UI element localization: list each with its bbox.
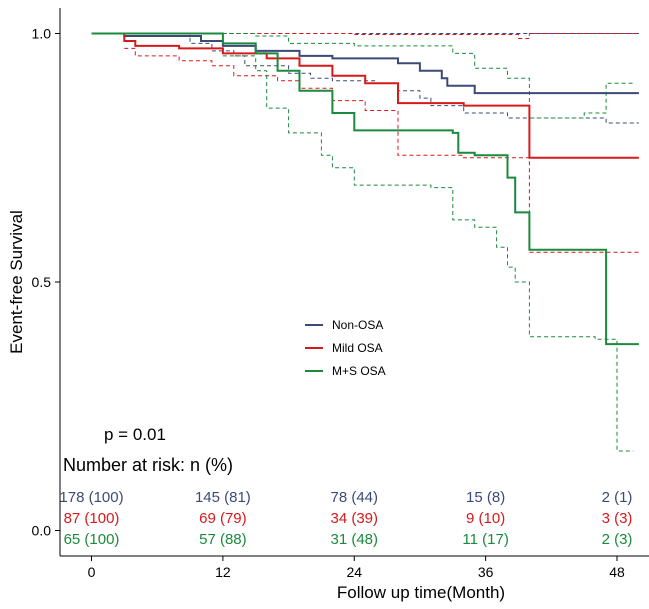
y-axis-label: Event-free Survival — [7, 210, 26, 354]
risk-table: 178 (100) 145 (81) 78 (44) 15 (8) 2 (1) 87 (1… — [59, 489, 632, 548]
x-tick-label: 0 — [88, 564, 96, 580]
mild-osa-legend-label: Mild OSA — [332, 341, 383, 355]
mild-osa-at-risk-value: 3 (3) — [602, 510, 633, 527]
survival-curves — [91, 32, 639, 346]
non-osa-survival-curve — [91, 32, 639, 95]
m-s-osa-at-risk-value: 57 (88) — [199, 531, 247, 548]
x-tick-label: 48 — [609, 564, 625, 580]
legend: Non-OSA Mild OSA M+S OSA — [305, 318, 386, 378]
x-tick-label: 36 — [478, 564, 494, 580]
m-s-osa-at-risk-value: 31 (48) — [330, 531, 378, 548]
mild-osa-survival-curve — [91, 32, 639, 159]
m-s-osa-at-risk-value: 2 (3) — [602, 531, 633, 548]
non-osa-legend-label: Non-OSA — [332, 318, 383, 332]
non-osa-at-risk-value: 2 (1) — [602, 489, 633, 506]
m-s-osa-legend-label: M+S OSA — [332, 364, 386, 378]
mild-osa-ci-upper — [124, 33, 639, 39]
non-osa-at-risk-value: 178 (100) — [59, 489, 123, 506]
m-s-osa-survival-curve — [91, 32, 639, 346]
non-osa-at-risk-value: 145 (81) — [195, 489, 251, 506]
y-tick-label: 0.5 — [32, 274, 52, 290]
mild-osa-ci-lower — [124, 47, 639, 253]
non-osa-at-risk-value: 15 (8) — [466, 489, 505, 506]
mild-osa-at-risk-value: 34 (39) — [330, 510, 378, 527]
x-tick-label: 24 — [346, 564, 362, 580]
mild-osa-at-risk-value: 87 (100) — [64, 510, 120, 527]
m-s-osa-ci-lower — [222, 55, 634, 452]
x-axis-label: Follow up time(Month) — [337, 583, 505, 602]
confidence-bands — [124, 33, 639, 452]
m-s-osa-at-risk-value: 11 (17) — [462, 531, 508, 548]
non-osa-ci-lower — [124, 33, 639, 124]
mild-osa-at-risk-value: 9 (10) — [466, 510, 505, 527]
y-tick-label: 1.0 — [32, 26, 52, 42]
p-value-annotation: p = 0.01 — [104, 425, 166, 444]
risk-table-title: Number at risk: n (%) — [63, 455, 233, 475]
axis-ticks: 0 12 24 36 48 0.0 0.5 1.0 — [32, 26, 625, 581]
y-tick-label: 0.0 — [32, 523, 52, 539]
mild-osa-at-risk-value: 69 (79) — [199, 510, 247, 527]
m-s-osa-ci-upper — [222, 33, 634, 119]
non-osa-at-risk-value: 78 (44) — [330, 489, 378, 506]
m-s-osa-at-risk-value: 65 (100) — [64, 531, 120, 548]
x-tick-label: 12 — [215, 564, 231, 580]
